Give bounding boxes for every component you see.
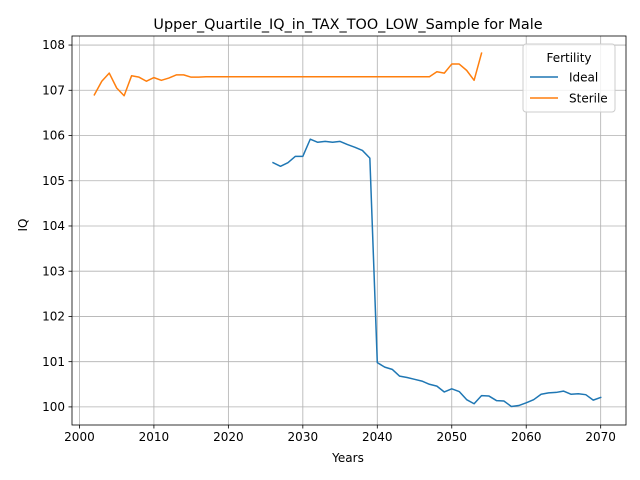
y-tick-label: 100	[42, 400, 65, 414]
x-tick-label: 2030	[288, 430, 319, 444]
x-tick-label: 2020	[213, 430, 244, 444]
y-tick-label: 103	[42, 264, 65, 278]
x-tick-label: 2010	[139, 430, 170, 444]
plot-frame	[71, 35, 627, 426]
x-axis-label: Years	[331, 451, 364, 465]
series-line-sterile	[93, 52, 483, 97]
y-tick-label: 102	[42, 310, 65, 324]
y-tick-label: 104	[42, 219, 65, 233]
x-tick-label: 2070	[585, 430, 616, 444]
legend-box	[522, 43, 616, 113]
chart-title: Upper_Quartile_IQ_in_TAX_TOO_LOW_Sample …	[153, 17, 542, 33]
y-tick-label: 107	[42, 83, 65, 97]
legend-label-ideal: Ideal	[569, 71, 598, 85]
x-tick-label: 2060	[511, 430, 542, 444]
y-tick-label: 106	[42, 129, 65, 143]
grid	[72, 36, 626, 425]
y-axis-label: IQ	[16, 219, 30, 232]
y-tick-label: 105	[42, 174, 65, 188]
series-line-ideal	[272, 138, 602, 408]
x-tick-label: 2050	[436, 430, 467, 444]
legend-label-sterile: Sterile	[569, 92, 608, 106]
x-tick-label: 2040	[362, 430, 393, 444]
legend: Fertility Ideal Sterile	[522, 43, 616, 113]
y-tick-label: 101	[42, 355, 65, 369]
legend-title: Fertility	[546, 51, 591, 65]
y-axis-ticks: 100 101 102 103 104 105 106 107 108	[42, 38, 72, 414]
x-axis-ticks: 2000 2010 2020 2030 2040 2050 2060 2070	[64, 425, 616, 444]
y-tick-label: 108	[42, 38, 65, 52]
x-tick-label: 2000	[64, 430, 95, 444]
series-lines	[93, 52, 602, 408]
